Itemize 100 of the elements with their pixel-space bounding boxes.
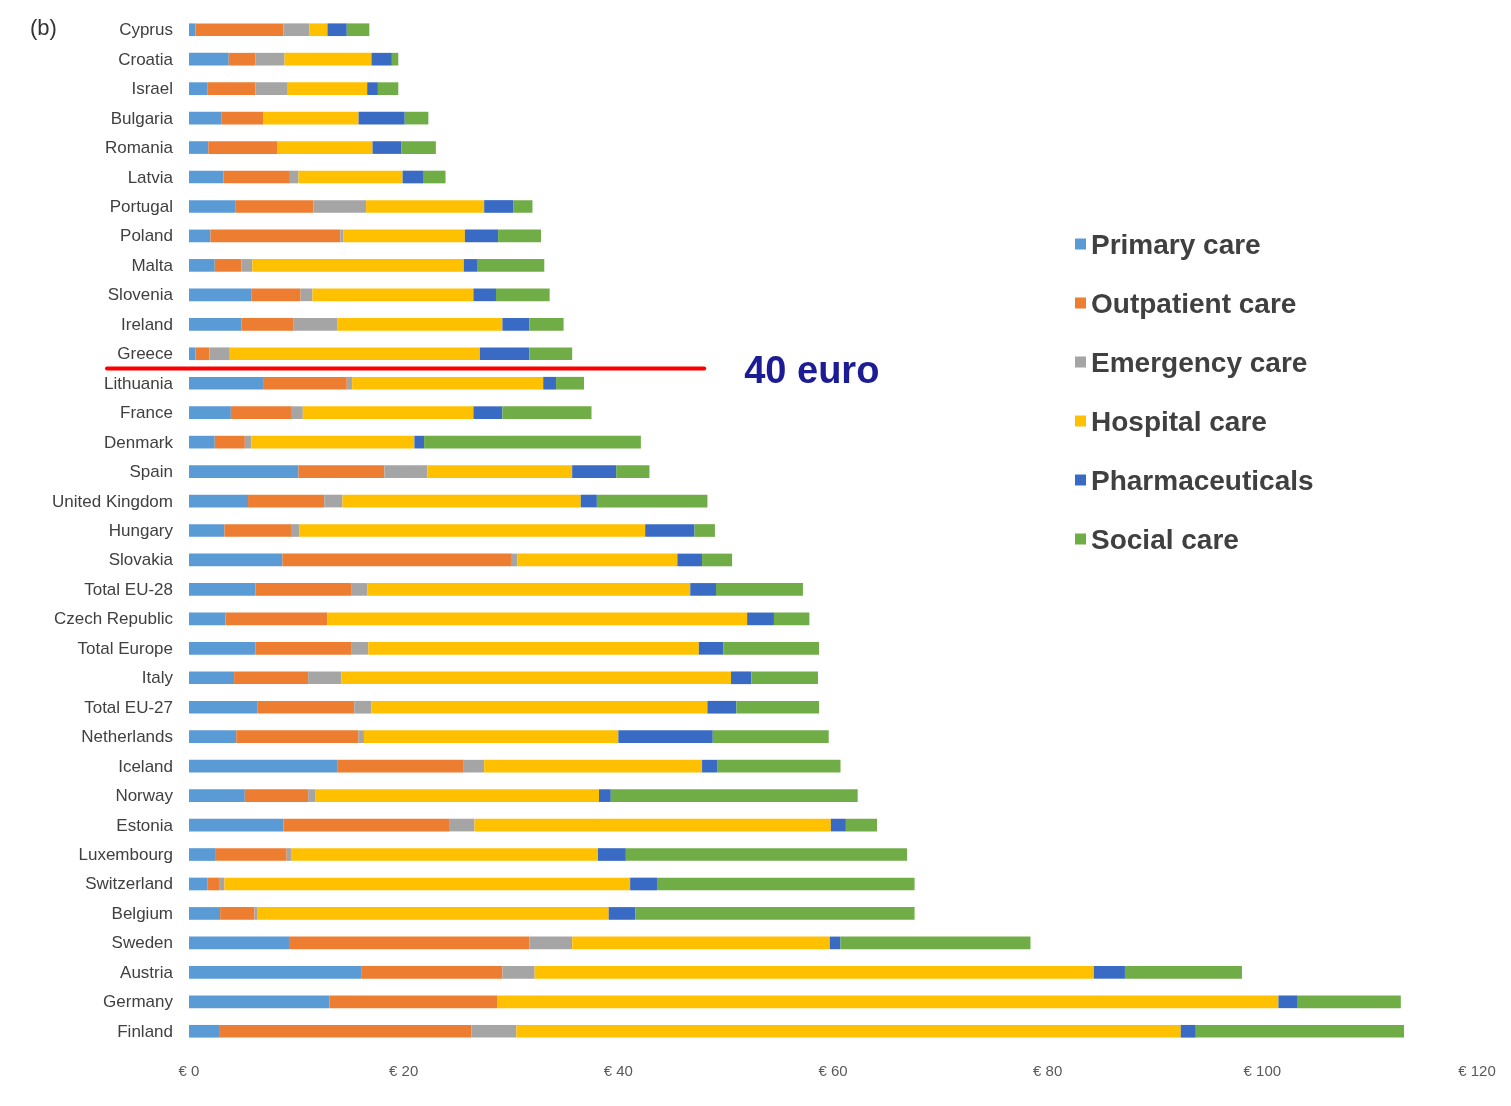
bar [234, 671, 309, 685]
bar [189, 730, 237, 744]
bar [401, 141, 436, 154]
bar [1195, 1024, 1405, 1038]
bar [189, 465, 299, 478]
bar [283, 23, 310, 37]
bar [337, 759, 464, 773]
bar [384, 465, 428, 478]
bar [517, 553, 678, 567]
bar [377, 82, 399, 95]
bar [635, 907, 915, 920]
bar [189, 406, 231, 419]
bar [736, 700, 820, 714]
bar [529, 936, 573, 950]
bar [287, 82, 368, 95]
y-tick-label: Germany [103, 992, 174, 1012]
y-tick-label: United Kingdom [52, 491, 173, 511]
bar [616, 465, 650, 478]
bar [656, 877, 915, 891]
y-tick-label: Israel [131, 79, 173, 99]
bar [221, 111, 264, 125]
bar [358, 111, 405, 125]
bar [189, 435, 215, 449]
bar [251, 435, 415, 449]
bar [698, 642, 724, 655]
bar [189, 317, 242, 331]
x-tick-label: € 40 [603, 1062, 633, 1079]
bar [773, 612, 810, 626]
bar [474, 818, 831, 832]
bar [189, 376, 264, 390]
y-tick-label: Croatia [118, 49, 174, 69]
bar [214, 435, 245, 449]
y-tick-label: Belgium [111, 903, 173, 923]
bar [625, 848, 908, 861]
bar [829, 936, 841, 950]
bar [327, 612, 748, 626]
bar [189, 907, 221, 920]
bar [372, 141, 402, 154]
bar [298, 465, 385, 478]
bar [189, 848, 216, 861]
bar [337, 317, 503, 331]
y-tick-label: Denmark [104, 432, 174, 452]
bar [313, 200, 367, 213]
bar [414, 435, 425, 449]
bar [315, 789, 600, 802]
bar [189, 936, 290, 950]
x-tick-label: € 100 [1243, 1062, 1282, 1079]
y-tick-label: Bulgaria [110, 108, 174, 128]
bar [1278, 995, 1298, 1009]
bar [341, 671, 732, 685]
bar [210, 229, 341, 243]
bar [290, 406, 303, 419]
bar [189, 966, 362, 979]
bar [312, 288, 474, 302]
bar [189, 583, 256, 596]
legend-label: Primary care [1091, 228, 1261, 260]
bar [495, 288, 550, 302]
bar [677, 553, 703, 567]
bar [422, 170, 446, 184]
y-tick-label: Austria [120, 962, 174, 982]
bar [597, 848, 626, 861]
bar [702, 553, 733, 567]
bar [830, 818, 846, 832]
bar [189, 82, 208, 95]
bar [424, 435, 641, 449]
bar [189, 700, 258, 714]
bar [534, 966, 1094, 979]
y-tick-label: Romania [104, 138, 174, 158]
bar [404, 111, 429, 125]
bar [277, 141, 373, 154]
bar [189, 671, 235, 685]
bar [207, 877, 220, 891]
bar [195, 347, 210, 361]
x-tick-label: € 120 [1458, 1062, 1496, 1079]
y-tick-label: Norway [115, 786, 174, 806]
y-tick-label: Lithuania [103, 373, 174, 393]
bar [283, 818, 450, 832]
y-tick-label: Slovenia [107, 285, 174, 305]
bar [189, 995, 330, 1009]
y-tick-label: Italy [141, 668, 174, 688]
bar [497, 995, 1279, 1009]
bar [473, 406, 503, 419]
bar [252, 259, 464, 272]
bar [228, 52, 256, 66]
bar [327, 23, 347, 37]
y-tick-label: Total Europe [77, 638, 173, 658]
bar [308, 789, 316, 802]
bar [463, 259, 478, 272]
bar [189, 200, 236, 213]
bar [286, 848, 291, 861]
bar [354, 700, 372, 714]
bar [502, 317, 530, 331]
y-tick-label: Cyprus [119, 20, 173, 40]
bar [352, 376, 544, 390]
bar [1124, 966, 1242, 979]
y-tick-label: Greece [117, 344, 173, 364]
bar [391, 52, 399, 66]
bar [309, 23, 328, 37]
y-tick-label: Hungary [108, 521, 174, 540]
bar [257, 907, 609, 920]
